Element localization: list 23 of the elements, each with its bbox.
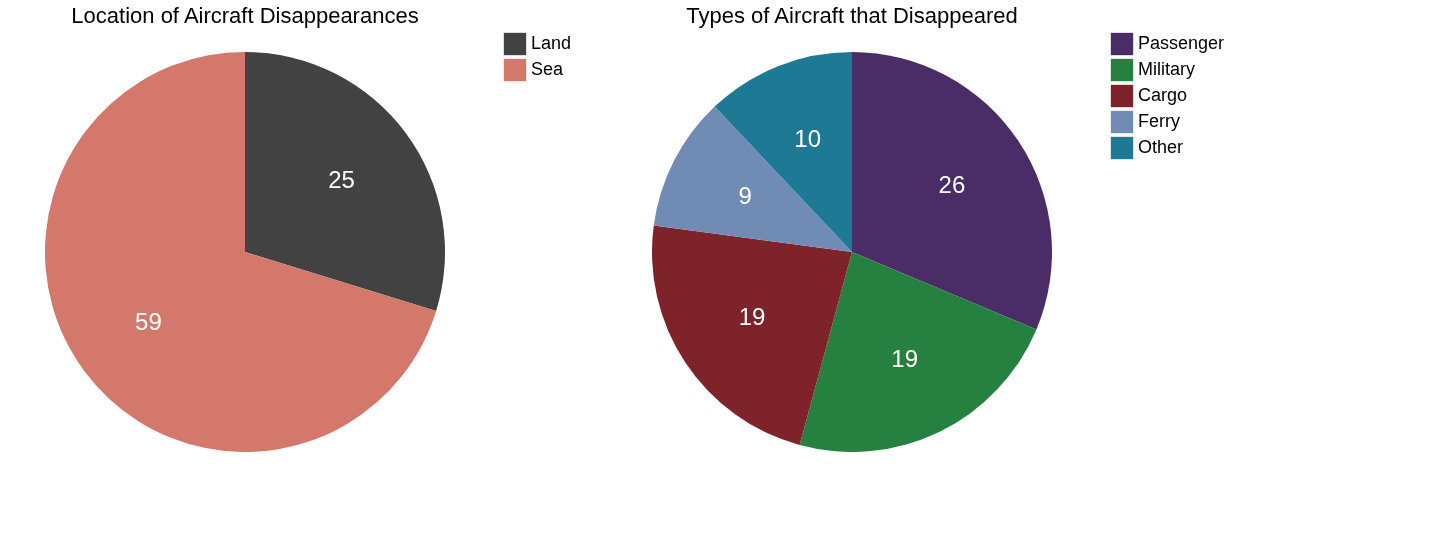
legend-label: Other <box>1138 137 1184 157</box>
pie-slice <box>852 52 1052 330</box>
pie-slice <box>45 52 437 452</box>
legend-label: Sea <box>531 59 565 79</box>
pie-slice <box>714 52 852 252</box>
data-label: 26 <box>938 170 966 198</box>
pie-slice <box>652 225 852 446</box>
data-label: 25 <box>328 165 355 193</box>
legend-label: Land <box>531 33 572 53</box>
chart-title: Types of Aircraft that Disappeared <box>686 3 1018 28</box>
data-label: 10 <box>794 125 822 153</box>
chart-title: Location of Aircraft Disappearances <box>71 3 419 28</box>
data-label: 19 <box>738 303 766 331</box>
pie-slice <box>653 106 852 252</box>
legend-label: Military <box>1138 59 1195 79</box>
legend-label: Ferry <box>1138 111 1180 131</box>
legend-label: Passenger <box>1138 33 1225 53</box>
pie-slice <box>799 252 1037 452</box>
data-label: 19 <box>891 344 918 372</box>
legend-label: Cargo <box>1138 85 1188 105</box>
data-label: 9 <box>738 182 752 210</box>
pie-slice <box>245 52 445 311</box>
data-label: 59 <box>135 308 162 336</box>
